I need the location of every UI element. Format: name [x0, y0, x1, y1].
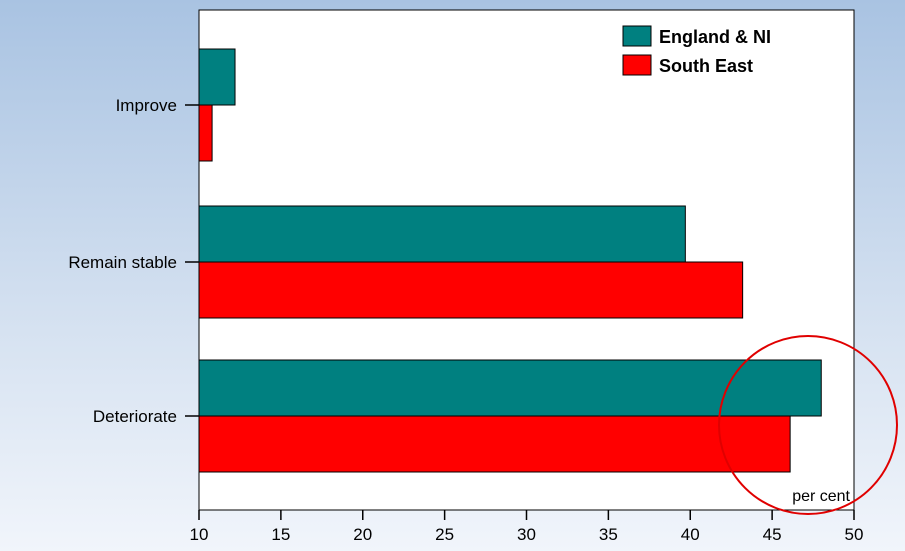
- legend-label-england-ni: England & NI: [659, 27, 771, 47]
- x-tick-label: 25: [435, 525, 454, 544]
- bar-south-east-deteriorate: [198, 415, 791, 473]
- highlight-circle-annotation: [718, 335, 898, 515]
- bar-south-east-remain-stable: [198, 261, 744, 319]
- legend-swatch-south-east: [622, 54, 652, 76]
- x-tick-label: 35: [599, 525, 618, 544]
- x-tick-label: 45: [763, 525, 782, 544]
- legend: England & NI South East: [622, 25, 771, 76]
- x-tick-label: 20: [353, 525, 372, 544]
- x-tick-label: 15: [271, 525, 290, 544]
- x-tick-label: 10: [190, 525, 209, 544]
- y-axis: Improve Remain stable Deteriorate: [68, 96, 199, 426]
- x-tick-label: 30: [517, 525, 536, 544]
- category-label: Deteriorate: [93, 407, 177, 426]
- category-label: Remain stable: [68, 253, 177, 272]
- unit-label: per cent: [792, 488, 850, 505]
- x-axis: 10 15 20 25 30 35 40 45 50: [190, 510, 864, 544]
- bar-south-east-improve: [198, 104, 213, 162]
- legend-label-south-east: South East: [659, 56, 753, 76]
- bar-england-ni-remain-stable: [198, 205, 686, 263]
- legend-swatch-england-ni: [622, 25, 652, 47]
- bars-group: [198, 48, 822, 473]
- category-label: Improve: [116, 96, 177, 115]
- x-tick-label: 50: [845, 525, 864, 544]
- bar-england-ni-improve: [198, 48, 236, 106]
- x-tick-label: 40: [681, 525, 700, 544]
